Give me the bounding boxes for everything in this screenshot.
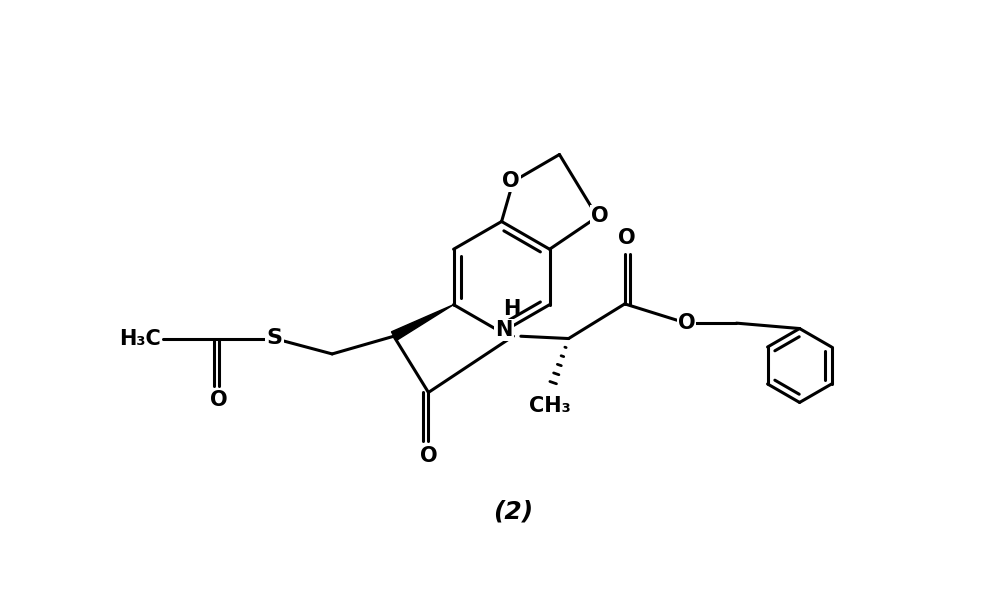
Text: H₃C: H₃C (120, 329, 161, 349)
Text: O: O (420, 445, 437, 466)
Text: CH₃: CH₃ (530, 396, 571, 416)
Text: O: O (617, 228, 635, 248)
Text: O: O (591, 206, 608, 226)
Text: H: H (502, 299, 521, 319)
Text: O: O (502, 171, 520, 191)
Text: (2): (2) (493, 500, 534, 524)
Text: O: O (210, 390, 228, 410)
Text: O: O (677, 313, 695, 333)
Text: S: S (266, 328, 282, 348)
Polygon shape (392, 305, 453, 341)
Text: N: N (495, 320, 513, 340)
